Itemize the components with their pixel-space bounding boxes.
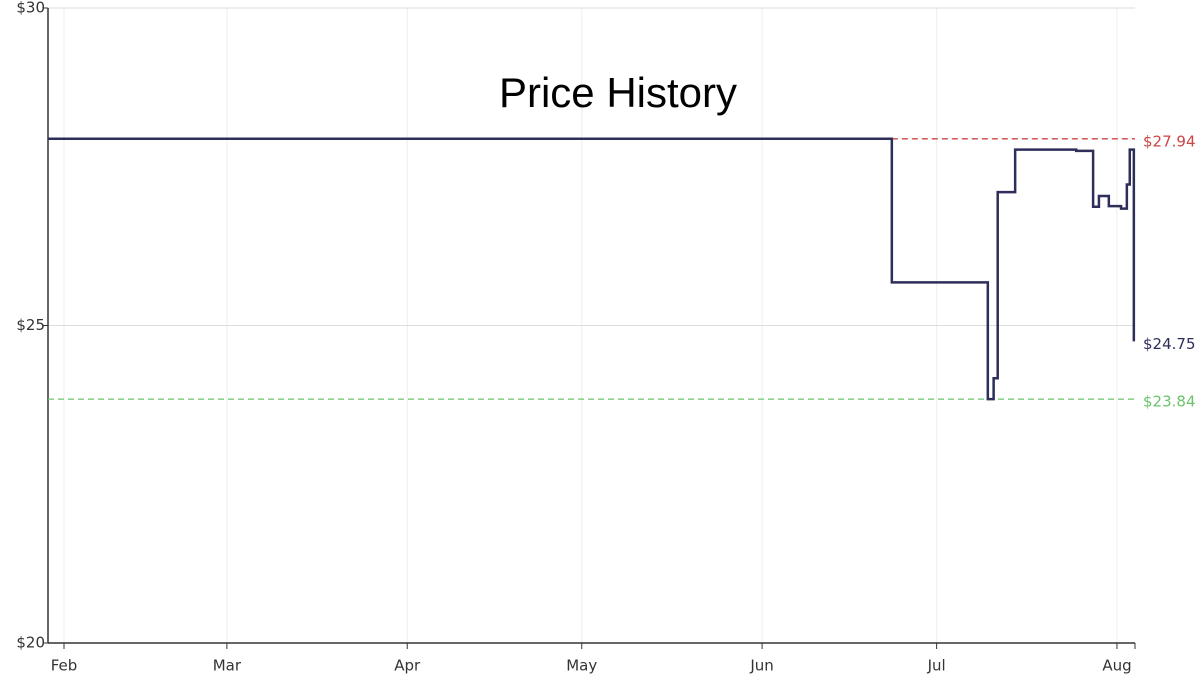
x-tick-label: May xyxy=(566,657,597,675)
reference-label: $23.84 xyxy=(1143,393,1196,411)
y-tick-label: $30 xyxy=(16,0,45,17)
x-tick-label: Feb xyxy=(51,657,78,675)
y-tick-label: $25 xyxy=(16,316,45,334)
current-price-label: $24.75 xyxy=(1143,335,1196,353)
chart-title: Price History xyxy=(499,69,737,116)
x-tick-label: Apr xyxy=(394,657,421,675)
x-tick-label: Jun xyxy=(749,657,773,675)
x-tick-label: Mar xyxy=(213,657,242,675)
x-tick-label: Aug xyxy=(1102,657,1131,675)
reference-label: $27.94 xyxy=(1143,132,1196,150)
y-tick-label: $20 xyxy=(16,634,45,652)
x-tick-label: Jul xyxy=(927,657,946,675)
price-line xyxy=(48,137,1136,401)
